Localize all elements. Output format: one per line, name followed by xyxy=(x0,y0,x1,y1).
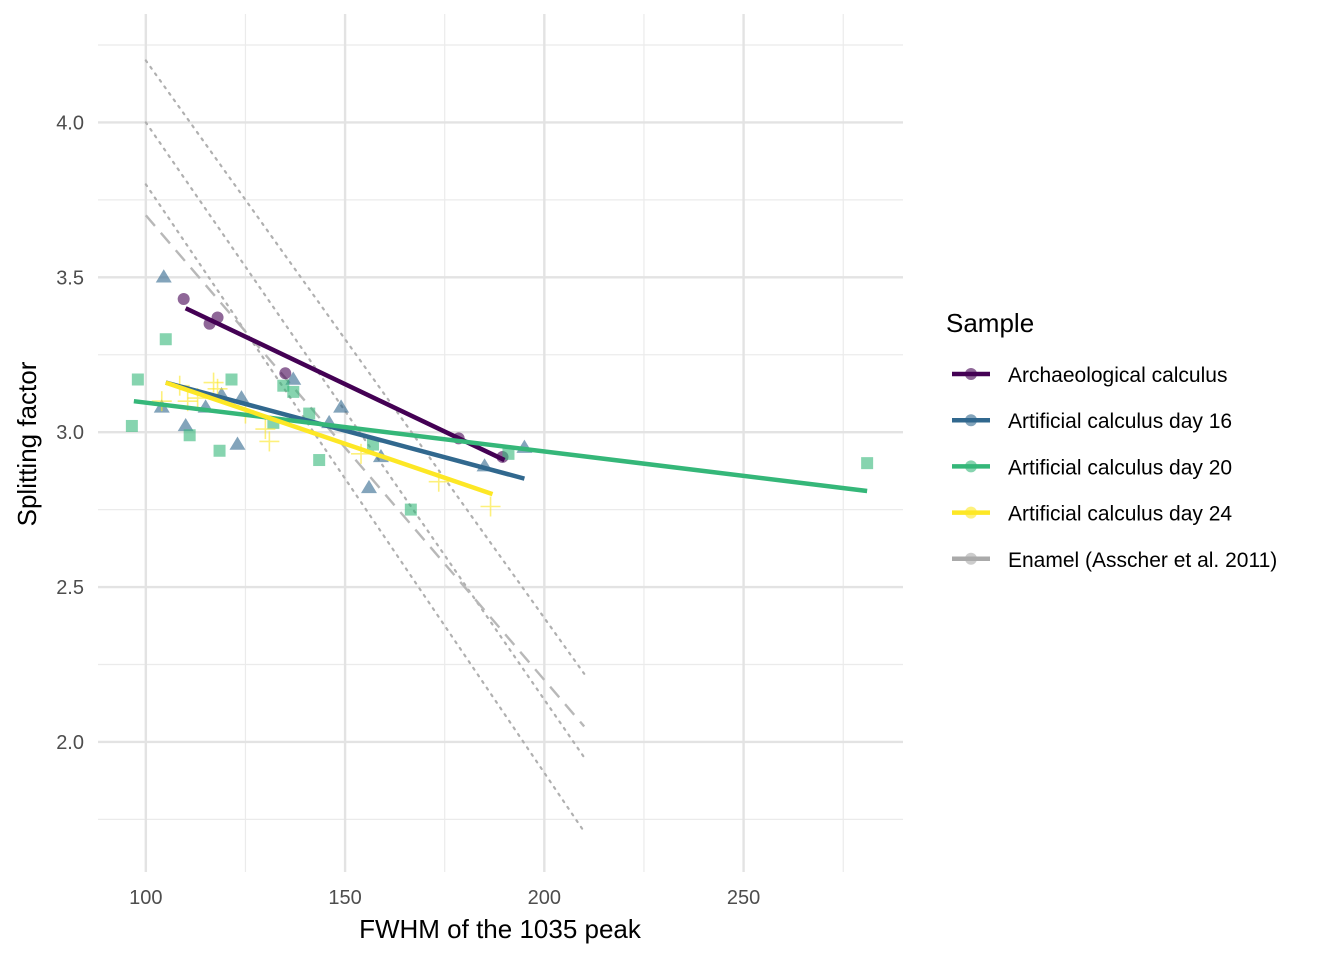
square-point xyxy=(404,503,417,516)
triangle-point xyxy=(229,436,246,450)
y-axis-ticks: 2.0 2.5 3.0 3.5 4.0 xyxy=(56,112,84,753)
minor-gridlines xyxy=(98,14,903,872)
legend-key-point xyxy=(965,368,977,380)
enamel-dotted-line xyxy=(144,59,586,675)
square-point xyxy=(366,438,379,451)
square-point xyxy=(502,447,515,460)
legend-key-point xyxy=(965,414,977,427)
legend-label: Enamel (Asscher et al. 2011) xyxy=(1008,549,1277,572)
x-tick-label: 200 xyxy=(528,887,561,909)
y-tick-label: 2.0 xyxy=(56,732,84,754)
x-axis-title: FWHM of the 1035 peak xyxy=(359,914,642,944)
square-point xyxy=(131,373,144,386)
circle-point xyxy=(279,367,292,380)
square-point xyxy=(159,333,172,346)
plus-point xyxy=(259,431,280,452)
square-point xyxy=(225,373,238,386)
square-point xyxy=(125,419,138,432)
enamel-dashed-line xyxy=(144,214,586,728)
legend-key-point xyxy=(965,460,977,473)
square-point xyxy=(183,429,196,442)
square-point xyxy=(287,385,300,398)
legend-key-point xyxy=(965,506,977,519)
plus-point xyxy=(480,496,501,517)
triangle-point xyxy=(177,417,194,432)
legend-title: Sample xyxy=(946,308,1034,338)
triangle-point xyxy=(360,479,377,494)
triangle-point xyxy=(333,399,350,413)
legend-label: Artificial calculus day 20 xyxy=(1008,456,1232,479)
y-tick-label: 4.0 xyxy=(56,112,84,134)
fit-line xyxy=(165,380,494,497)
legend-item: Artificial calculus day 16 xyxy=(952,410,1232,433)
square-point xyxy=(313,454,326,467)
plus-point xyxy=(151,391,172,412)
y-tick-label: 2.5 xyxy=(56,577,84,599)
legend-item: Archaeological calculus xyxy=(952,364,1227,387)
legend-item: Artificial calculus day 24 xyxy=(952,503,1232,526)
legend-key-point xyxy=(965,552,977,565)
legend-label: Archaeological calculus xyxy=(1008,364,1227,387)
legend-label: Artificial calculus day 16 xyxy=(1008,410,1232,433)
x-axis-ticks: 100 150 200 250 xyxy=(129,887,760,909)
fit-line xyxy=(184,306,506,463)
circle-point xyxy=(177,292,190,305)
square-point xyxy=(213,444,226,457)
legend-label: Artificial calculus day 24 xyxy=(1008,503,1232,526)
square-point xyxy=(277,379,290,392)
enamel-dotted-line xyxy=(144,183,586,833)
legend: Sample Archaeological calculus Artificial… xyxy=(946,308,1277,572)
square-point xyxy=(861,457,874,470)
legend-item: Enamel (Asscher et al. 2011) xyxy=(952,549,1277,572)
x-tick-label: 100 xyxy=(129,887,162,909)
major-gridlines xyxy=(98,14,903,872)
enamel-reference-lines xyxy=(144,59,586,833)
y-tick-label: 3.5 xyxy=(56,267,84,289)
fit-lines xyxy=(133,306,868,497)
x-tick-label: 150 xyxy=(328,887,361,909)
square-point xyxy=(303,407,316,420)
y-axis-title: Splitting factor xyxy=(12,361,42,526)
enamel-dotted-line xyxy=(144,121,586,759)
x-tick-label: 250 xyxy=(727,887,760,909)
fit-line xyxy=(133,398,868,494)
triangle-point xyxy=(155,269,172,283)
y-tick-label: 3.0 xyxy=(56,422,84,444)
legend-item: Artificial calculus day 20 xyxy=(952,456,1232,479)
plus-point xyxy=(255,419,276,440)
fit-line xyxy=(165,380,525,481)
